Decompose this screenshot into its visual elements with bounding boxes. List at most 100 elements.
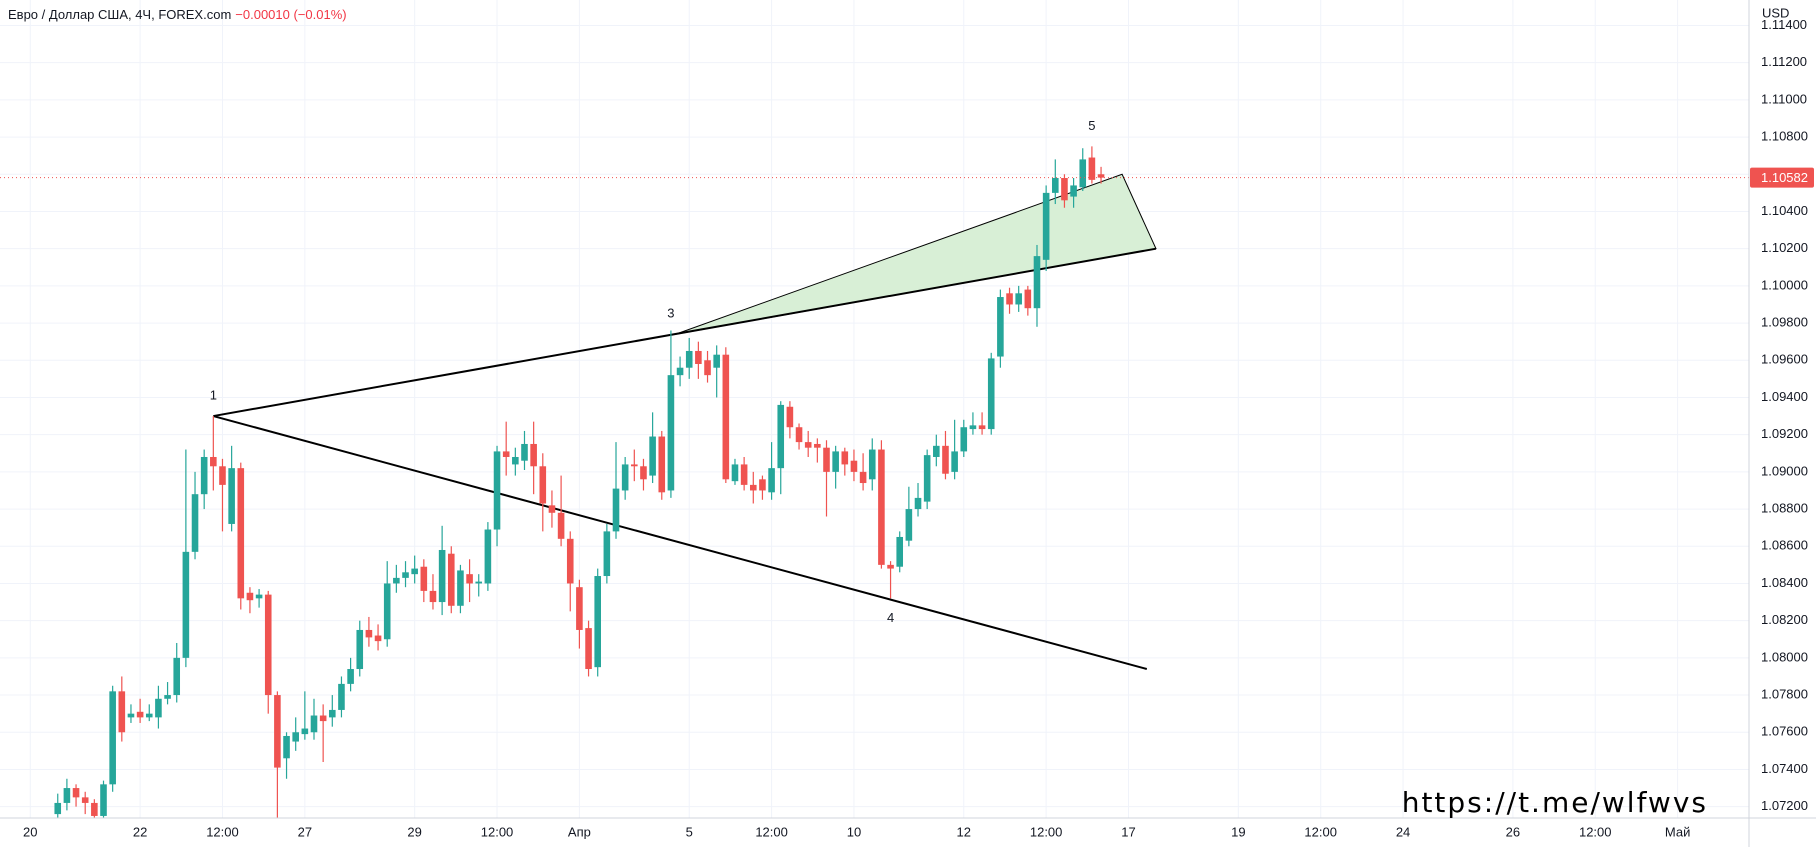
candle-body xyxy=(521,443,528,461)
candle-body xyxy=(274,695,281,768)
last-price-box xyxy=(1750,167,1814,188)
candle-body xyxy=(841,451,849,465)
candle-body xyxy=(173,657,181,696)
candle-body xyxy=(951,451,958,472)
y-tick-label: 1.09400 xyxy=(1761,389,1808,404)
x-tick-label: 19 xyxy=(1231,824,1245,839)
x-tick-label: 26 xyxy=(1506,824,1520,839)
candle-body xyxy=(695,350,702,364)
candle-body xyxy=(347,669,354,684)
x-tick-label: 12:00 xyxy=(755,824,788,839)
candle-body xyxy=(411,568,418,575)
candle-body xyxy=(1006,293,1013,305)
candle-body xyxy=(1051,177,1059,193)
y-tick-label: 1.07200 xyxy=(1761,798,1808,813)
candle-body xyxy=(118,691,126,733)
candle-body xyxy=(960,427,968,452)
candle-body xyxy=(850,460,858,472)
y-tick-label: 1.07600 xyxy=(1761,724,1808,739)
y-tick-label: 1.09000 xyxy=(1761,463,1808,478)
candle-body xyxy=(319,715,327,722)
candle-body xyxy=(210,456,217,467)
x-tick-label: 12:00 xyxy=(1304,824,1337,839)
candle-body xyxy=(649,436,656,476)
candle-body xyxy=(594,576,601,668)
candle-body xyxy=(493,451,501,530)
candle-body xyxy=(905,509,913,541)
candle-body xyxy=(393,577,400,584)
candle-body xyxy=(466,574,473,584)
wave-label: 4 xyxy=(887,610,894,625)
x-tick-label: 5 xyxy=(686,824,693,839)
y-tick-label: 1.10800 xyxy=(1761,129,1808,144)
y-tick-label: 1.07800 xyxy=(1761,686,1808,701)
y-tick-label: 1.08400 xyxy=(1761,575,1808,590)
symbol-title: Евро / Доллар США, 4Ч, FOREX.com xyxy=(8,7,232,22)
candle-body xyxy=(1088,157,1096,180)
candle-body xyxy=(109,691,116,785)
header: Евро / Доллар США, 4Ч, FOREX.com −0.00010… xyxy=(8,7,347,22)
y-tick-label: 1.08600 xyxy=(1761,538,1808,553)
candle-body xyxy=(539,466,547,504)
candle-body xyxy=(795,427,803,443)
candle-body xyxy=(502,451,510,457)
y-tick-label: 1.09800 xyxy=(1761,315,1808,330)
candle-body xyxy=(1070,185,1077,197)
candle-body xyxy=(603,531,611,577)
candle-body xyxy=(722,354,730,480)
candle-body xyxy=(530,443,537,467)
candle-body xyxy=(585,628,592,670)
candle-body xyxy=(987,358,995,430)
candle-body xyxy=(383,583,391,640)
candle-body xyxy=(814,443,821,448)
y-tick-label: 1.07400 xyxy=(1761,761,1808,776)
candle-body xyxy=(887,564,894,569)
candle-body xyxy=(54,802,62,815)
x-tick-label: 12:00 xyxy=(481,824,514,839)
candle-body xyxy=(164,695,171,699)
candle-body xyxy=(759,479,766,491)
candles: 1 3 4 5 xyxy=(0,118,1749,822)
candle-body xyxy=(832,451,839,472)
candle-body xyxy=(145,713,153,718)
candle-body xyxy=(63,788,71,803)
candle-body xyxy=(127,713,135,718)
y-tick-label: 1.11000 xyxy=(1761,91,1807,106)
candle-body xyxy=(896,536,904,567)
y-tick-label: 1.10400 xyxy=(1761,203,1808,218)
y-tick-label: 1.08000 xyxy=(1761,649,1808,664)
candle-body xyxy=(329,709,336,718)
candle-body xyxy=(658,436,666,493)
candle-body xyxy=(576,587,583,630)
candle-body xyxy=(91,802,98,816)
y-tick-label: 1.10200 xyxy=(1761,240,1808,255)
candle-body xyxy=(786,406,794,428)
x-tick-label: 20 xyxy=(23,824,37,839)
candle-body xyxy=(429,590,437,603)
candle-body xyxy=(768,468,775,493)
candle-body xyxy=(447,553,455,606)
candle-body xyxy=(804,442,812,448)
candle-body xyxy=(704,360,711,376)
candle-body xyxy=(182,551,190,658)
grid xyxy=(0,0,1749,818)
price-change: −0.00010 (−0.01%) xyxy=(235,7,347,22)
y-tick-label: 1.09600 xyxy=(1761,352,1808,367)
candle-body xyxy=(1097,174,1105,178)
candle-body xyxy=(777,404,785,469)
candle-body xyxy=(749,484,757,491)
x-tick-label: 27 xyxy=(298,824,312,839)
candle-body xyxy=(484,529,492,584)
candle-body xyxy=(228,468,235,524)
candle-body xyxy=(868,449,876,480)
candle-body xyxy=(640,466,647,480)
candle-body xyxy=(264,594,272,696)
trend-line xyxy=(213,415,1148,670)
last-price-label: 1.10582 xyxy=(1761,170,1808,185)
candle-body xyxy=(255,594,263,599)
candle-body xyxy=(81,797,89,803)
x-tick-label: 12 xyxy=(957,824,971,839)
